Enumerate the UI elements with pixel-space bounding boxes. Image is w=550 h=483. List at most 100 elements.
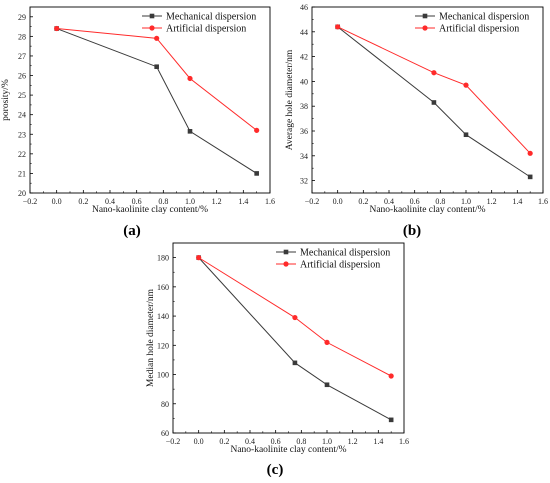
y-tick-label: 38 xyxy=(300,102,308,111)
data-point xyxy=(431,70,437,76)
data-point xyxy=(254,171,259,176)
legend-label: Artificial dispersion xyxy=(439,24,519,35)
y-tick-label: 120 xyxy=(157,341,169,350)
chart-panel-2: −0.2 0.0 0.2 0.4 0.6 0.8 1.0 1.2 1.4 1.6 32 34 36 38 4… xyxy=(285,3,548,239)
x-tick-label: 1.6 xyxy=(265,197,275,206)
x-tick-label: 0.0 xyxy=(333,197,343,206)
x-tick-label: 0.6 xyxy=(410,197,420,206)
x-tick-label: 1.4 xyxy=(373,437,383,446)
legend-swatch-marker xyxy=(283,249,289,255)
y-tick-label: 100 xyxy=(157,371,169,380)
legend-label: Mechanical dispersion xyxy=(439,12,529,23)
x-tick-label: 0.2 xyxy=(358,197,368,206)
data-point xyxy=(324,382,330,388)
y-tick-label: 24 xyxy=(18,111,26,120)
x-tick-label: −0.2 xyxy=(166,437,181,446)
data-point xyxy=(431,100,437,105)
x-tick-label: 1.0 xyxy=(461,197,471,206)
series-line xyxy=(56,28,257,131)
x-tick-label: 1.2 xyxy=(487,197,497,206)
series-line xyxy=(198,257,392,377)
data-point xyxy=(154,35,160,41)
x-tick-label: 1.2 xyxy=(212,197,222,206)
x-tick-label: 0.0 xyxy=(194,437,204,446)
series-line xyxy=(337,26,531,178)
y-axis-title: porosity/% xyxy=(1,79,11,121)
y-tick-label: 36 xyxy=(300,127,308,136)
legend-swatch-marker xyxy=(422,13,428,19)
x-tick-label: 0.6 xyxy=(271,437,281,446)
series-line xyxy=(198,257,392,421)
legend-label: Artificial dispersion xyxy=(166,24,246,35)
x-axis-title: Nano-kaolinite clay content/% xyxy=(369,205,485,215)
y-tick-label: 44 xyxy=(300,28,308,37)
data-point xyxy=(292,360,298,366)
legend-swatch-marker xyxy=(149,25,155,31)
y-tick-label: 140 xyxy=(157,312,169,321)
chart-panel-1: −0.2 0.0 0.2 0.4 0.6 0.8 1.0 1.2 1.4 1.6 20 21 22 23 2… xyxy=(1,6,275,239)
y-tick-label: 180 xyxy=(157,254,169,263)
series-mechanical xyxy=(54,26,259,176)
data-point xyxy=(463,82,469,88)
data-point xyxy=(154,64,159,70)
data-point xyxy=(196,255,202,261)
y-tick-label: 40 xyxy=(300,77,308,86)
data-point xyxy=(527,150,533,156)
y-tick-label: 46 xyxy=(300,3,308,12)
x-tick-label: 0.6 xyxy=(132,197,142,206)
y-tick-label: 25 xyxy=(18,91,26,100)
y-tick-label: 80 xyxy=(161,400,169,409)
data-point xyxy=(54,25,60,32)
data-point xyxy=(324,339,330,345)
x-tick-label: 0.8 xyxy=(296,437,306,446)
x-axis-title: Nano-kaolinite clay content/% xyxy=(92,205,208,215)
x-tick-label: 0.4 xyxy=(245,437,255,446)
y-tick-label: 29 xyxy=(18,13,26,22)
panel-label: (a) xyxy=(123,223,141,239)
y-axis-title: Median hole diameter/nm xyxy=(146,288,156,387)
data-point xyxy=(527,174,533,180)
chart-panel-3: −0.2 0.0 0.2 0.4 0.6 0.8 1.0 1.2 1.4 1.6 60 80 100 12… xyxy=(146,242,409,478)
y-axis-title: Average hole diameter/nm xyxy=(285,49,295,150)
y-tick-label: 60 xyxy=(161,429,169,438)
x-tick-label: 1.2 xyxy=(348,437,358,446)
x-tick-label: 1.0 xyxy=(322,437,332,446)
legend-swatch-marker xyxy=(149,13,155,19)
data-point xyxy=(388,417,394,423)
series-mechanical xyxy=(196,255,394,423)
y-tick-label: 26 xyxy=(18,72,26,81)
y-tick-label: 28 xyxy=(18,32,26,41)
y-tick-label: 22 xyxy=(18,150,26,159)
x-tick-label: 1.0 xyxy=(185,197,195,206)
y-tick-label: 27 xyxy=(18,52,26,61)
x-tick-label: 0.2 xyxy=(78,197,88,206)
x-tick-label: 1.4 xyxy=(512,197,522,206)
y-tick-label: 42 xyxy=(300,53,308,62)
x-tick-label: −0.2 xyxy=(305,197,320,206)
series-mechanical xyxy=(335,24,533,180)
x-tick-label: −0.2 xyxy=(23,197,38,206)
x-tick-label: 1.4 xyxy=(238,197,248,206)
series-artificial xyxy=(196,255,394,379)
data-point xyxy=(388,373,394,379)
x-tick-label: 0.4 xyxy=(105,197,115,206)
data-point xyxy=(292,314,298,321)
legend-label: Mechanical dispersion xyxy=(166,12,256,23)
x-tick-label: 1.6 xyxy=(399,437,409,446)
y-tick-label: 23 xyxy=(18,130,26,139)
x-axis-title: Nano-kaolinite clay content/% xyxy=(230,445,346,455)
x-tick-label: 1.6 xyxy=(538,197,548,206)
y-tick-label: 32 xyxy=(300,177,308,186)
series-line xyxy=(56,28,257,174)
series-artificial xyxy=(335,24,533,156)
y-tick-label: 20 xyxy=(18,189,26,198)
plot-frame xyxy=(172,242,405,434)
data-point xyxy=(187,75,193,82)
y-tick-label: 34 xyxy=(300,152,308,161)
x-tick-label: 0.0 xyxy=(52,197,62,206)
data-point xyxy=(187,129,193,134)
